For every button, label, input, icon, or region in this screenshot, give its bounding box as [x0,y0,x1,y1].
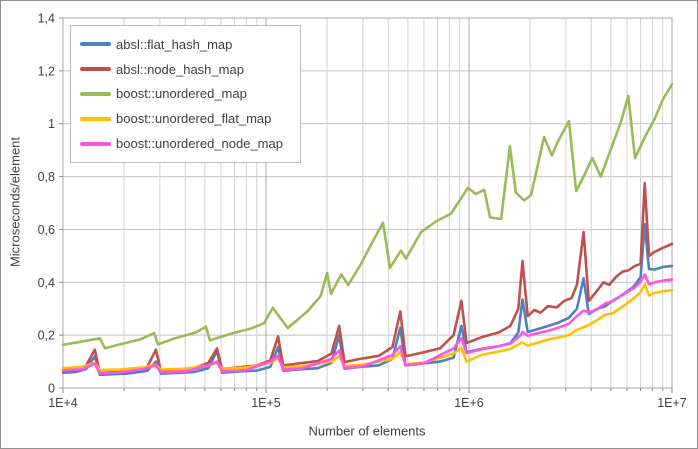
x-axis-title: Number of elements [308,423,426,439]
legend-item-4: boost::unordered_node_map [80,136,296,151]
y-tick-label: 0,4 [38,276,55,290]
legend-label: boost::unordered_map [116,86,247,102]
legend-line-swatch-icon [80,141,111,146]
legend-label: boost::unordered_node_map [116,136,283,152]
x-tick-label: 1E+5 [251,396,281,410]
legend-line-swatch-icon [80,91,111,96]
series-line-2 [61,82,674,350]
legend-line-swatch-icon [80,67,111,72]
plot-border [62,17,673,389]
y-axis-title: Microseconds/element [7,136,23,268]
legend-line-swatch-icon [80,116,111,121]
legend-item-3: boost::unordered_flat_map [80,111,296,126]
y-tick-label: 0,8 [38,170,55,184]
legend-label: absl::flat_hash_map [116,36,233,52]
legend-item-0: absl::flat_hash_map [80,37,296,52]
x-tick-label: 1E+4 [48,396,78,410]
y-tick-label: 1 [48,117,55,131]
series-line-4 [61,273,674,375]
y-tick-label: 1,4 [38,12,55,26]
y-tick-label: 0,6 [38,223,55,237]
legend-label: boost::unordered_flat_map [116,111,272,127]
legend-item-1: absl::node_hash_map [80,62,296,77]
y-tick-label: 0 [48,382,55,396]
y-tick-label: 1,2 [38,64,55,78]
legend-label: absl::node_hash_map [116,61,244,77]
legend-line-swatch-icon [80,42,111,47]
x-tick-label: 1E+6 [454,396,484,410]
series-line-1 [61,181,674,375]
x-tick-label: 1E+7 [657,396,687,410]
y-tick-label: 0,2 [38,329,55,343]
legend-item-2: boost::unordered_map [80,86,296,101]
